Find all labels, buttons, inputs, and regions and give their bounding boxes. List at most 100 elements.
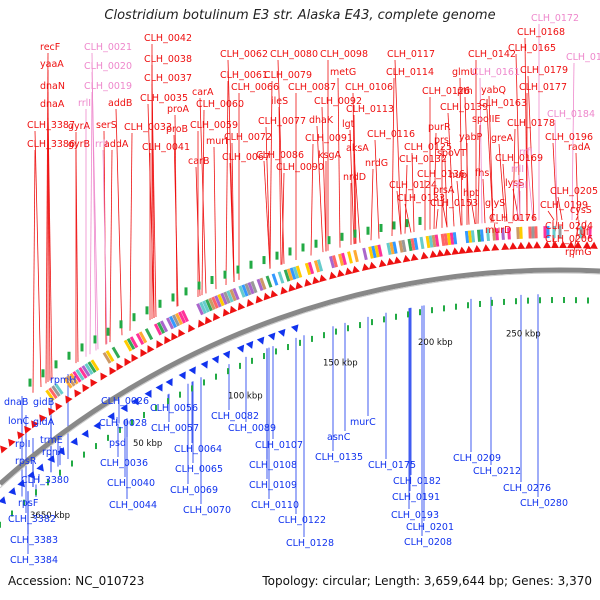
- cog-block: [425, 235, 431, 249]
- green-marker: [107, 434, 109, 441]
- callout-line: [91, 71, 99, 350]
- cog-block: [464, 230, 470, 244]
- forward-gene-arrow: [288, 283, 297, 292]
- green-marker: [539, 297, 541, 304]
- gene-label-top: CLH_0066: [231, 82, 279, 93]
- forward-gene-arrow: [109, 366, 117, 375]
- cog-block: [226, 290, 234, 303]
- map-title: Clostridium botulinum E3 str. Alaska E43…: [104, 8, 496, 23]
- cog-block: [546, 226, 550, 239]
- gene-label-top: cysS: [570, 205, 592, 216]
- cog-block: [72, 370, 82, 383]
- gene-label-top: CLH_0091: [305, 133, 353, 144]
- green-marker: [227, 368, 229, 375]
- forward-gene-arrow: [501, 242, 510, 250]
- green-marker: [143, 411, 145, 418]
- gene-label-bottom: gidB: [33, 397, 54, 408]
- gene-label-bottom: CLH_0069: [170, 485, 218, 496]
- green-marker: [262, 256, 266, 265]
- cog-block: [102, 351, 112, 364]
- green-marker: [359, 322, 361, 329]
- gene-label-bottom: CLH_0065: [175, 464, 223, 475]
- cog-block: [223, 291, 231, 304]
- forward-gene-arrow: [222, 308, 231, 317]
- gene-label-top: CLH_0139: [440, 102, 488, 113]
- cog-block: [169, 315, 177, 328]
- cog-block: [407, 238, 413, 252]
- cog-block: [368, 246, 374, 259]
- forward-gene-arrow: [368, 261, 377, 270]
- cog-block: [220, 292, 228, 305]
- forward-gene-arrow: [551, 241, 560, 249]
- green-marker: [323, 332, 325, 339]
- green-marker: [443, 305, 445, 312]
- gene-label-bottom: CLH_0036: [100, 458, 148, 469]
- cog-block: [398, 240, 404, 253]
- gene-label-bottom: murC: [350, 417, 376, 428]
- cog-block: [431, 234, 437, 248]
- forward-gene-arrow: [410, 253, 419, 262]
- gene-label-bottom: CLH_0208: [404, 537, 452, 548]
- forward-gene-arrow: [39, 414, 47, 423]
- cog-block: [54, 383, 64, 395]
- gene-label-bottom: CLH_0122: [278, 515, 326, 526]
- callout-line: [447, 112, 455, 227]
- callout-line: [411, 152, 415, 233]
- cog-block: [126, 337, 136, 350]
- gene-label-bottom: CLH_0070: [183, 505, 231, 516]
- gene-label-top: CLH_0163: [479, 98, 527, 109]
- green-marker: [311, 335, 313, 342]
- forward-gene-arrow: [304, 278, 312, 287]
- green-marker: [353, 229, 357, 238]
- forward-gene-arrow: [312, 276, 320, 285]
- gene-label-bottom: CLH_0110: [251, 500, 299, 511]
- gene-label-bottom: CLH_0057: [151, 423, 199, 434]
- forward-gene-arrow: [443, 248, 452, 256]
- callout-line: [278, 106, 282, 265]
- forward-gene-arrow: [204, 316, 213, 325]
- forward-gene-arrow: [378, 259, 387, 268]
- reverse-gene-arrow: [256, 336, 265, 345]
- green-marker: [28, 378, 32, 387]
- gene-label-bottom: CLH_0107: [255, 440, 303, 451]
- cog-block: [129, 336, 139, 349]
- callout-line: [527, 75, 535, 221]
- gene-label-top: carA: [192, 87, 214, 98]
- reverse-gene-arrow: [57, 447, 65, 456]
- callout-line: [575, 215, 579, 221]
- green-marker: [67, 351, 71, 360]
- forward-gene-arrow: [100, 372, 108, 381]
- callout-line: [396, 190, 402, 235]
- gene-label-top: addA: [104, 139, 129, 150]
- gene-label-top: CLH_0196: [545, 132, 593, 143]
- gene-label-top: CLH_0086: [256, 150, 304, 161]
- cog-block: [338, 253, 344, 266]
- reverse-gene-arrow: [155, 383, 163, 392]
- forward-gene-arrow: [386, 257, 395, 266]
- callout-line: [263, 160, 271, 269]
- callout-line: [349, 129, 355, 245]
- cog-block: [238, 285, 246, 298]
- cog-block: [244, 283, 252, 296]
- gene-label-top: ksgA: [318, 150, 341, 161]
- gene-label-top: nrdG: [365, 158, 388, 169]
- callout-line: [575, 152, 579, 221]
- gene-label-top: purR: [428, 122, 451, 133]
- gene-label-top: spoIIE: [472, 114, 500, 125]
- cog-block: [470, 230, 476, 243]
- forward-gene-arrow: [533, 241, 542, 249]
- gene-label-bottom: CLH_0109: [249, 480, 297, 491]
- forward-gene-arrow: [17, 431, 25, 440]
- cog-block: [374, 245, 380, 258]
- forward-gene-arrow: [352, 265, 360, 274]
- gene-label-bottom: CLH_0182: [393, 476, 441, 487]
- green-marker: [223, 270, 227, 279]
- gene-label-top: CLH_3386: [27, 139, 75, 150]
- gene-label-top: ileS: [271, 96, 288, 107]
- green-marker: [479, 300, 481, 307]
- cog-block: [247, 282, 255, 295]
- callout-line: [370, 168, 374, 241]
- gene-label-bottom: CLH_0280: [520, 498, 568, 509]
- cog-block: [159, 320, 169, 333]
